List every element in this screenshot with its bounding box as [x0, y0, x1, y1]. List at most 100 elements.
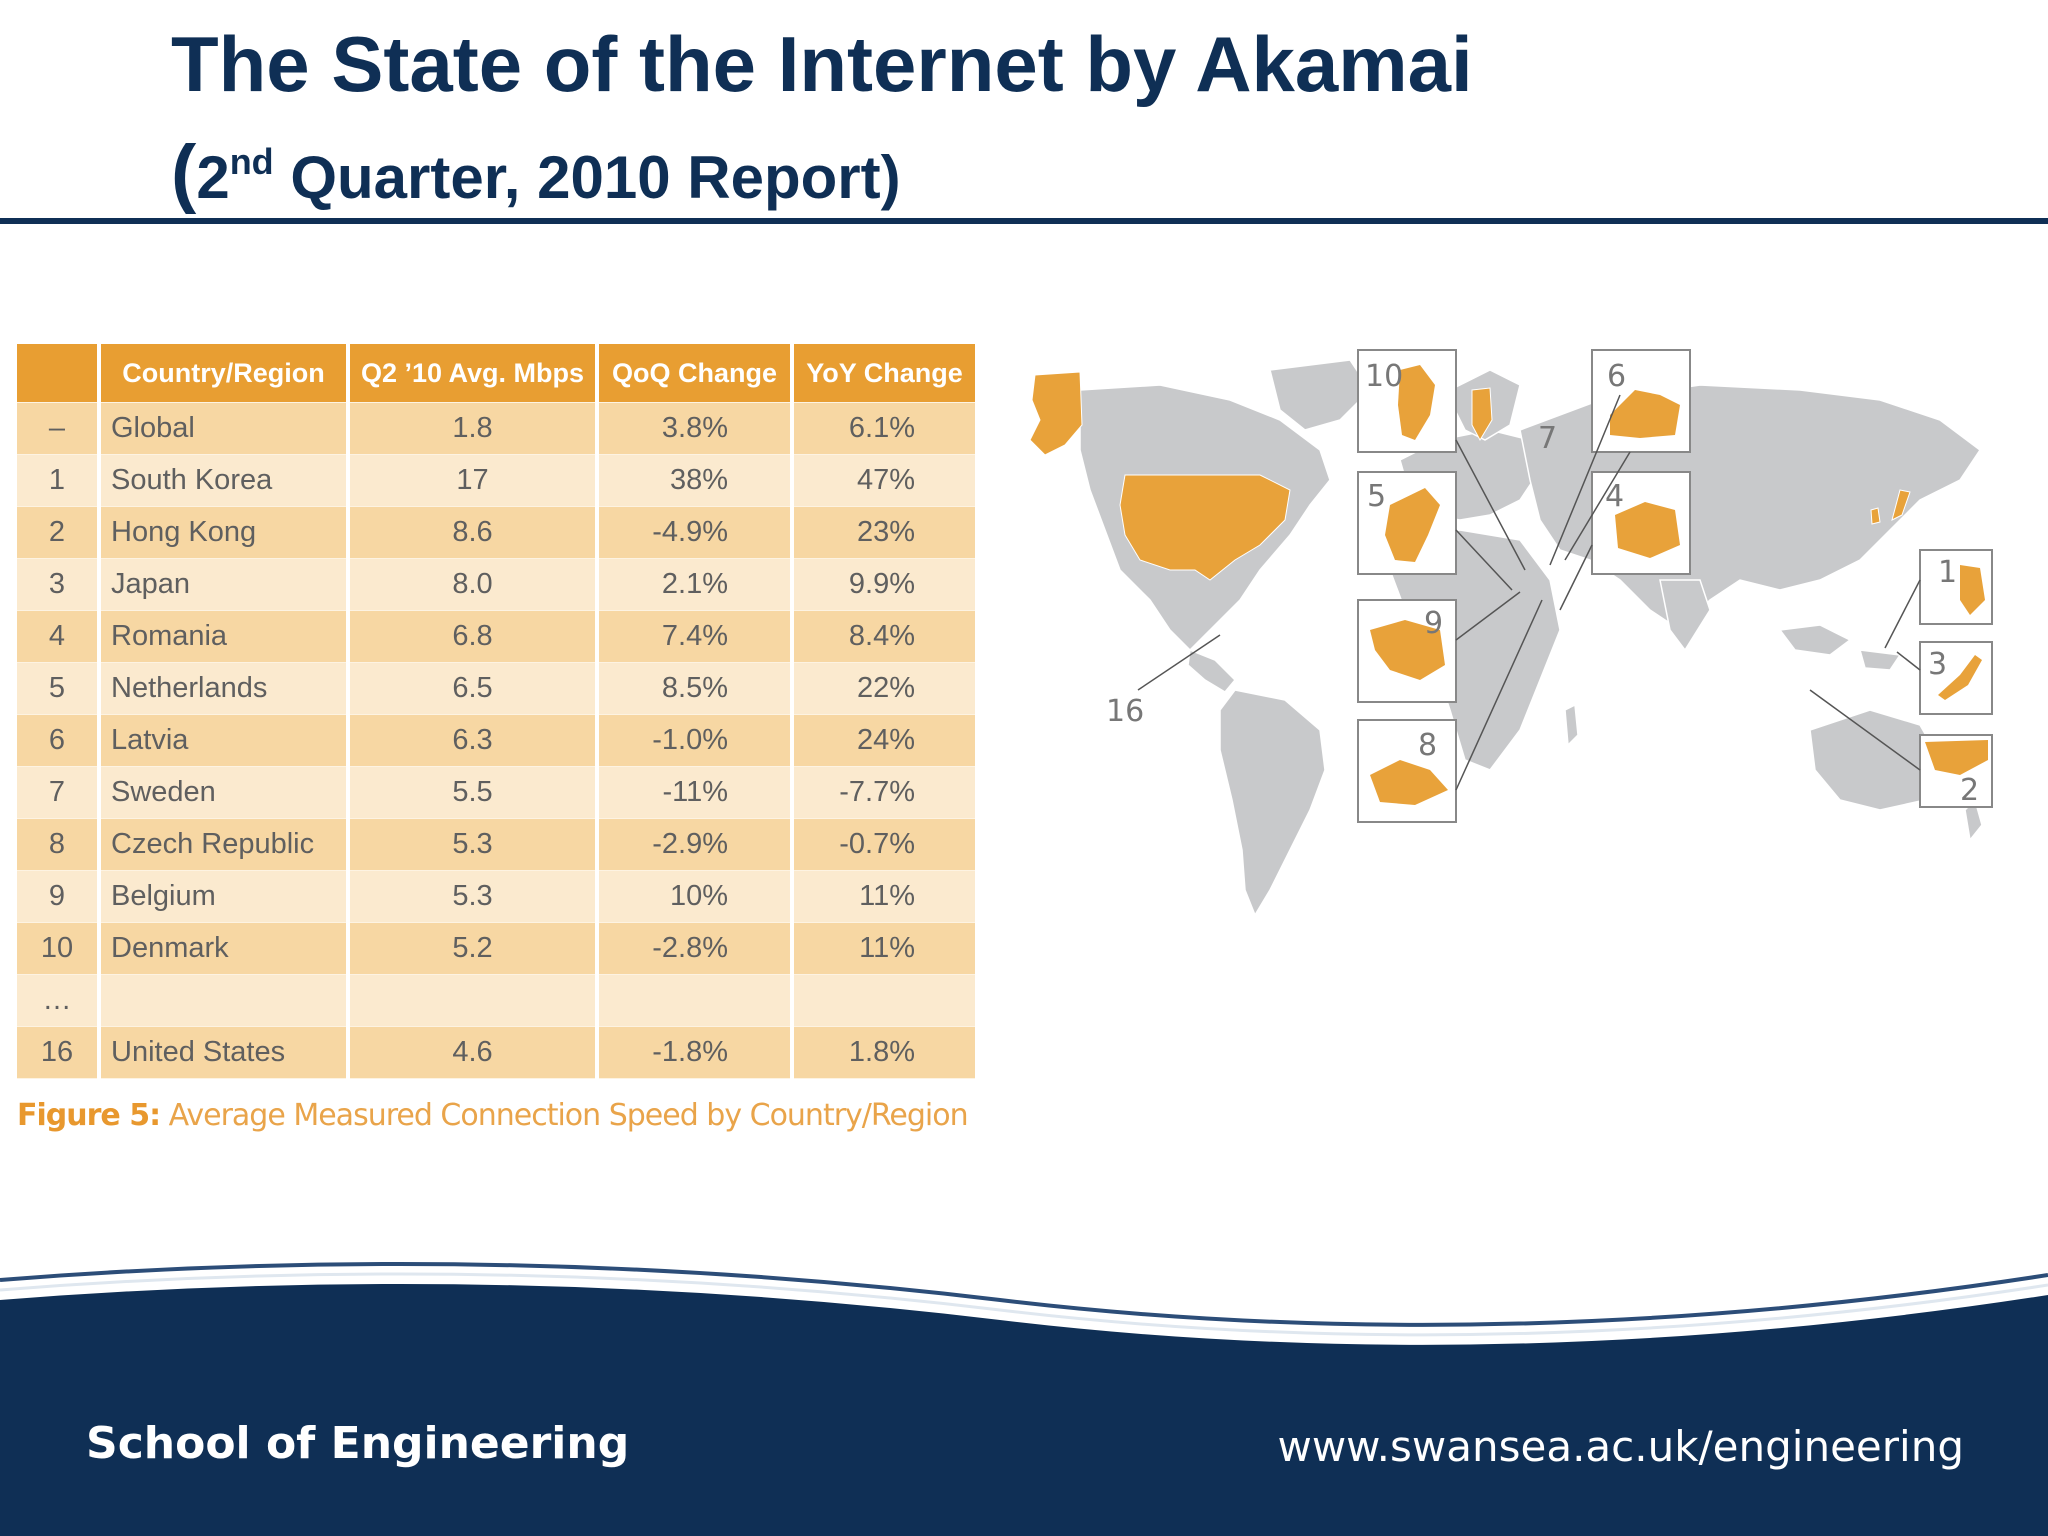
- callout-label-8: 8: [1418, 728, 1437, 763]
- callout-label-2: 2: [1960, 773, 1979, 808]
- yoy-change-cell: -7.7%: [792, 766, 979, 819]
- footer-website[interactable]: www.swansea.ac.uk/engineering: [1277, 1422, 1964, 1471]
- rank-cell: 8: [17, 818, 101, 871]
- table-row: 16 United States 4.6 -1.8% 1.8%: [17, 1026, 979, 1079]
- speed-cell: 8.6: [348, 506, 599, 559]
- callout-label-10: 10: [1365, 359, 1403, 394]
- country-cell: Belgium: [99, 870, 350, 923]
- country-cell: Netherlands: [99, 662, 350, 715]
- japan-inset-shape: [1938, 655, 1982, 700]
- korea-highlight: [1870, 507, 1881, 525]
- hongkong-inset-shape: [1925, 740, 1988, 775]
- subtitle-ordinal: 2: [196, 144, 230, 211]
- table-header-row: Country/Region Q2 ’10 Avg. Mbps QoQ Chan…: [17, 344, 979, 403]
- callout-label-3: 3: [1928, 647, 1947, 682]
- yoy-change-cell: 9.9%: [792, 558, 979, 611]
- rank-cell: 7: [17, 766, 101, 819]
- qoq-change-cell: -1.0%: [597, 714, 794, 767]
- column-header: [17, 344, 101, 403]
- country-cell: Global: [99, 402, 350, 455]
- qoq-change-cell: 3.8%: [597, 402, 794, 455]
- qoq-change-cell: -4.9%: [597, 506, 794, 559]
- rank-cell: –: [17, 402, 101, 455]
- country-cell: United States: [99, 1026, 350, 1079]
- qoq-change-cell: 8.5%: [597, 662, 794, 715]
- rank-cell: 9: [17, 870, 101, 923]
- country-cell: Sweden: [99, 766, 350, 819]
- qoq-change-cell: -11%: [597, 766, 794, 819]
- speed-cell: 6.8: [348, 610, 599, 663]
- yoy-change-cell: 11%: [792, 870, 979, 923]
- rank-cell: …: [17, 974, 101, 1027]
- table-row: 5 Netherlands 6.5 8.5% 22%: [17, 662, 979, 715]
- slide-subtitle: (2nd Quarter, 2010 Report): [171, 112, 901, 228]
- figure-label: Figure 5:: [17, 1098, 161, 1133]
- yoy-change-cell: 1.8%: [792, 1026, 979, 1079]
- yoy-change-cell: 23%: [792, 506, 979, 559]
- callout-shapes: [1370, 365, 1988, 805]
- speed-cell: 5.3: [348, 818, 599, 871]
- footer-school-name: School of Engineering: [86, 1418, 630, 1469]
- latvia-shape: [1610, 390, 1680, 438]
- country-cell: Czech Republic: [99, 818, 350, 871]
- qoq-change-cell: 10%: [597, 870, 794, 923]
- speed-cell: 5.5: [348, 766, 599, 819]
- table-row: 3 Japan 8.0 2.1% 9.9%: [17, 558, 979, 611]
- country-cell: Romania: [99, 610, 350, 663]
- callout-box-3: [1919, 641, 1993, 715]
- callout-box-8: [1357, 719, 1457, 823]
- speed-cell: 4.6: [348, 1026, 599, 1079]
- qoq-change-cell: -2.9%: [597, 818, 794, 871]
- table-row: 2 Hong Kong 8.6 -4.9% 23%: [17, 506, 979, 559]
- rank-cell: 10: [17, 922, 101, 975]
- column-header: QoQ Change: [597, 344, 794, 403]
- yoy-change-cell: 24%: [792, 714, 979, 767]
- yoy-change-cell: 47%: [792, 454, 979, 507]
- footer-band: [0, 1262, 2048, 1536]
- highlighted-countries: [1029, 371, 1911, 581]
- rank-cell: 4: [17, 610, 101, 663]
- callout-box-1: [1919, 549, 1993, 625]
- subtitle-open-paren: (: [171, 130, 197, 215]
- rank-cell: 3: [17, 558, 101, 611]
- callout-label-1: 1: [1938, 555, 1957, 590]
- japan-highlight: [1891, 489, 1911, 521]
- speed-cell: [348, 974, 599, 1027]
- connection-speed-table: Country/Region Q2 ’10 Avg. Mbps QoQ Chan…: [17, 344, 979, 1079]
- callout-label-7: 7: [1538, 421, 1557, 456]
- table-row: 6 Latvia 6.3 -1.0% 24%: [17, 714, 979, 767]
- table-row: …: [17, 974, 979, 1027]
- world-map: 10 6 7 5 4 9 8 1 3 2 16: [1029, 349, 1993, 917]
- column-header: Country/Region: [99, 344, 350, 403]
- yoy-change-cell: -0.7%: [792, 818, 979, 871]
- table-row: 4 Romania 6.8 7.4% 8.4%: [17, 610, 979, 663]
- table-body: – Global 1.8 3.8% 6.1% 1 South Korea 17 38% 47% 2 H…: [17, 402, 979, 1079]
- column-header: YoY Change: [792, 344, 979, 403]
- table-row: 1 South Korea 17 38% 47%: [17, 454, 979, 507]
- alaska-highlight: [1029, 371, 1083, 456]
- table-row: – Global 1.8 3.8% 6.1%: [17, 402, 979, 455]
- netherlands-shape: [1385, 488, 1440, 562]
- denmark-shape: [1398, 365, 1435, 440]
- speed-cell: 6.3: [348, 714, 599, 767]
- usa-highlight: [1119, 474, 1291, 581]
- yoy-change-cell: 22%: [792, 662, 979, 715]
- yoy-change-cell: [792, 974, 979, 1027]
- korea-inset-shape: [1960, 565, 1985, 615]
- country-cell: Denmark: [99, 922, 350, 975]
- subtitle-rest: Quarter, 2010 Report): [273, 144, 901, 211]
- sweden-highlight: [1471, 387, 1493, 442]
- column-header: Q2 ’10 Avg. Mbps: [348, 344, 599, 403]
- qoq-change-cell: -1.8%: [597, 1026, 794, 1079]
- callout-label-5: 5: [1367, 479, 1386, 514]
- speed-cell: 6.5: [348, 662, 599, 715]
- qoq-change-cell: [597, 974, 794, 1027]
- subtitle-ordinal-suffix: nd: [229, 141, 274, 182]
- callout-label-4: 4: [1605, 479, 1624, 514]
- callout-leaders: [1137, 394, 1921, 791]
- qoq-change-cell: 7.4%: [597, 610, 794, 663]
- speed-cell: 5.2: [348, 922, 599, 975]
- table-row: 7 Sweden 5.5 -11% -7.7%: [17, 766, 979, 819]
- title-divider: [0, 218, 2048, 224]
- rank-cell: 6: [17, 714, 101, 767]
